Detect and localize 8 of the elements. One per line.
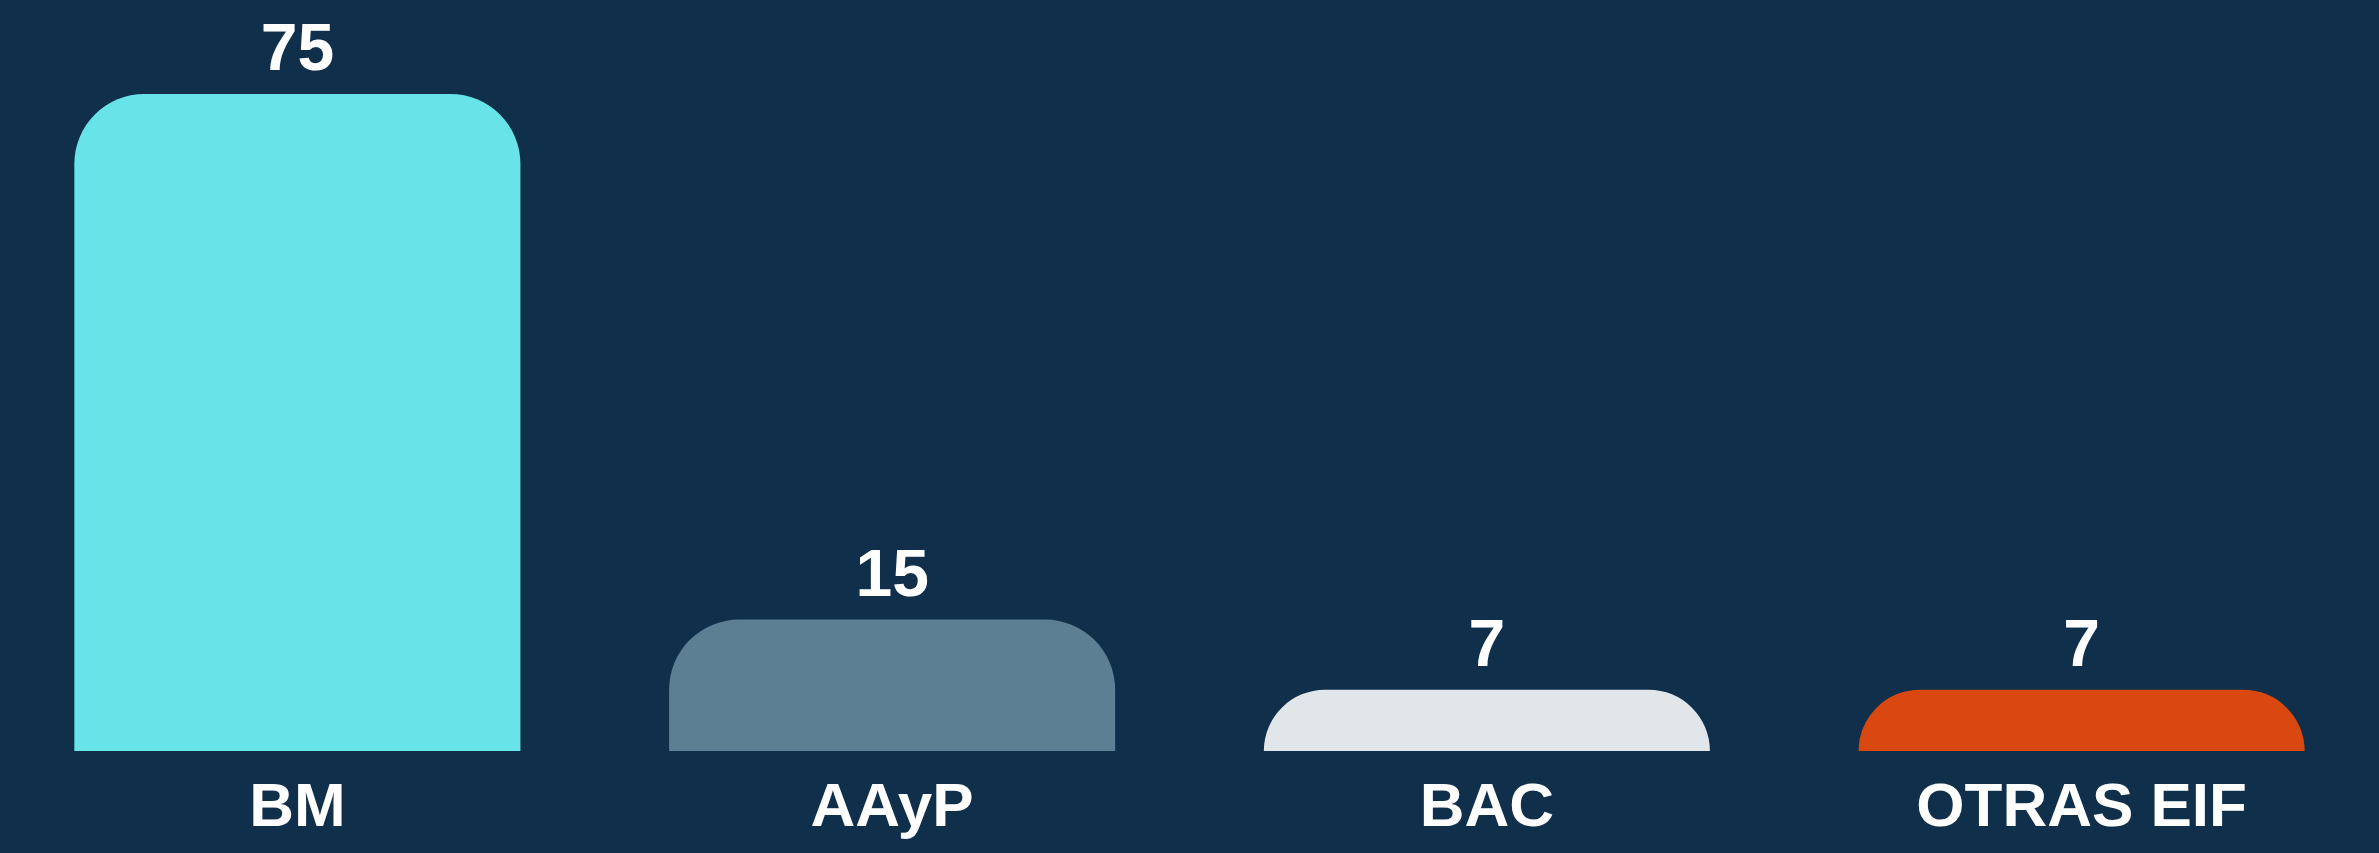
data-label: 7 — [2063, 605, 2100, 680]
x-tick-label: OTRAS EIF — [1916, 769, 2247, 839]
data-label: 75 — [260, 10, 335, 84]
data-label: 7 — [1468, 605, 1506, 680]
x-tick-label: BM — [249, 769, 346, 839]
x-tick-label: BAC — [1419, 769, 1555, 839]
data-label: 15 — [855, 535, 929, 610]
x-tick-label: AAyP — [810, 769, 974, 839]
